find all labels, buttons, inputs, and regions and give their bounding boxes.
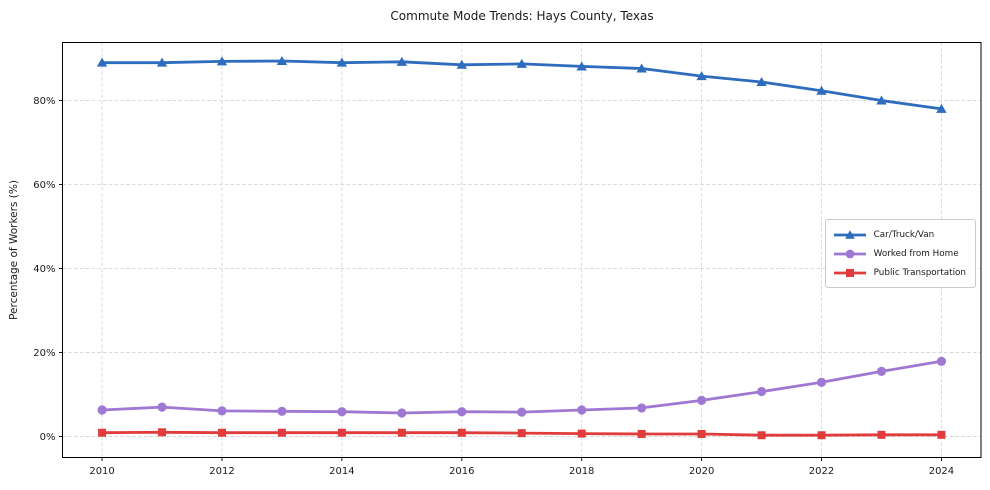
marker-square [697,429,706,438]
marker-circle [697,395,707,405]
marker-square [337,428,346,437]
y-tick-label: 60% [33,180,55,191]
marker-circle [97,405,107,415]
marker-circle [397,408,407,418]
marker-square [277,428,286,437]
y-tick-label: 80% [33,96,55,107]
axis-ticks: 0% 20% 40% 60% 80% 2010 2012 2014 2016 2018 2020 20… [33,96,954,477]
marker-square [217,428,226,437]
marker-circle [457,407,467,417]
marker-triangle [276,55,288,65]
chart-title: Commute Mode Trends: Hays County, Texas [390,9,654,23]
marker-square [577,429,586,438]
marker-triangle [336,57,348,67]
marker-square [637,429,646,438]
series-car-truck-van [96,55,947,113]
legend-item-worked-from-home: Worked from Home [833,244,966,263]
legend-label: Public Transportation [873,267,966,278]
series-line-worked-from-home [100,359,943,415]
series-public-transportation [98,428,946,440]
marker-circle [217,406,227,416]
x-tick-label: 2010 [89,466,114,477]
marker-square [397,428,406,437]
legend-label: Worked from Home [873,248,959,259]
x-tick-label: 2024 [929,466,954,477]
marker-circle [277,406,287,416]
marker-circle [637,403,647,413]
marker-square [877,430,886,439]
plot-border [62,42,982,458]
legend: Car/Truck/Van Worked from Home Public Tran… [824,219,976,288]
legend-item-car-truck-van: Car/Truck/Van [833,225,966,244]
legend-glyph-triangle-icon [833,229,866,239]
legend-item-public-transportation: Public Transportation [833,263,966,282]
marker-circle [337,407,347,417]
x-tick-label: 2012 [209,466,234,477]
marker-triangle [216,56,228,66]
series-worked-from-home [97,356,947,418]
marker-circle [157,402,167,412]
series-line-car-truck-van [100,59,943,111]
marker-square [757,431,766,440]
y-tick-label: 20% [33,348,55,359]
marker-triangle [816,85,827,95]
x-tick-label: 2022 [809,466,834,477]
marker-circle [876,366,887,376]
marker-triangle [96,57,108,67]
x-tick-label: 2014 [329,466,354,477]
marker-square [817,431,826,440]
marker-square [937,430,946,439]
x-tick-label: 2020 [689,466,714,477]
marker-circle [756,386,767,397]
legend-label: Car/Truck/Van [873,229,935,240]
marker-triangle [396,56,408,66]
marker-triangle [156,57,168,67]
marker-square [457,428,466,437]
marker-triangle [576,61,587,71]
marker-circle [936,356,947,366]
legend-glyph-circle-icon [833,249,866,258]
x-tick-label: 2016 [449,466,474,477]
marker-circle [577,405,587,415]
y-tick-label: 40% [33,264,55,275]
marker-circle [816,377,827,387]
marker-triangle [636,63,647,73]
marker-triangle [876,95,887,105]
y-tick-label: 0% [40,432,56,443]
marker-square [158,428,167,437]
marker-circle [517,407,527,417]
marker-triangle [756,76,767,86]
x-tick-label: 2018 [569,466,594,477]
marker-triangle [516,58,527,68]
marker-square [517,429,526,438]
marker-triangle [456,59,467,69]
marker-triangle [696,71,707,81]
legend-glyph-square-icon [833,268,866,277]
marker-square [98,428,107,437]
marker-triangle [936,103,947,113]
